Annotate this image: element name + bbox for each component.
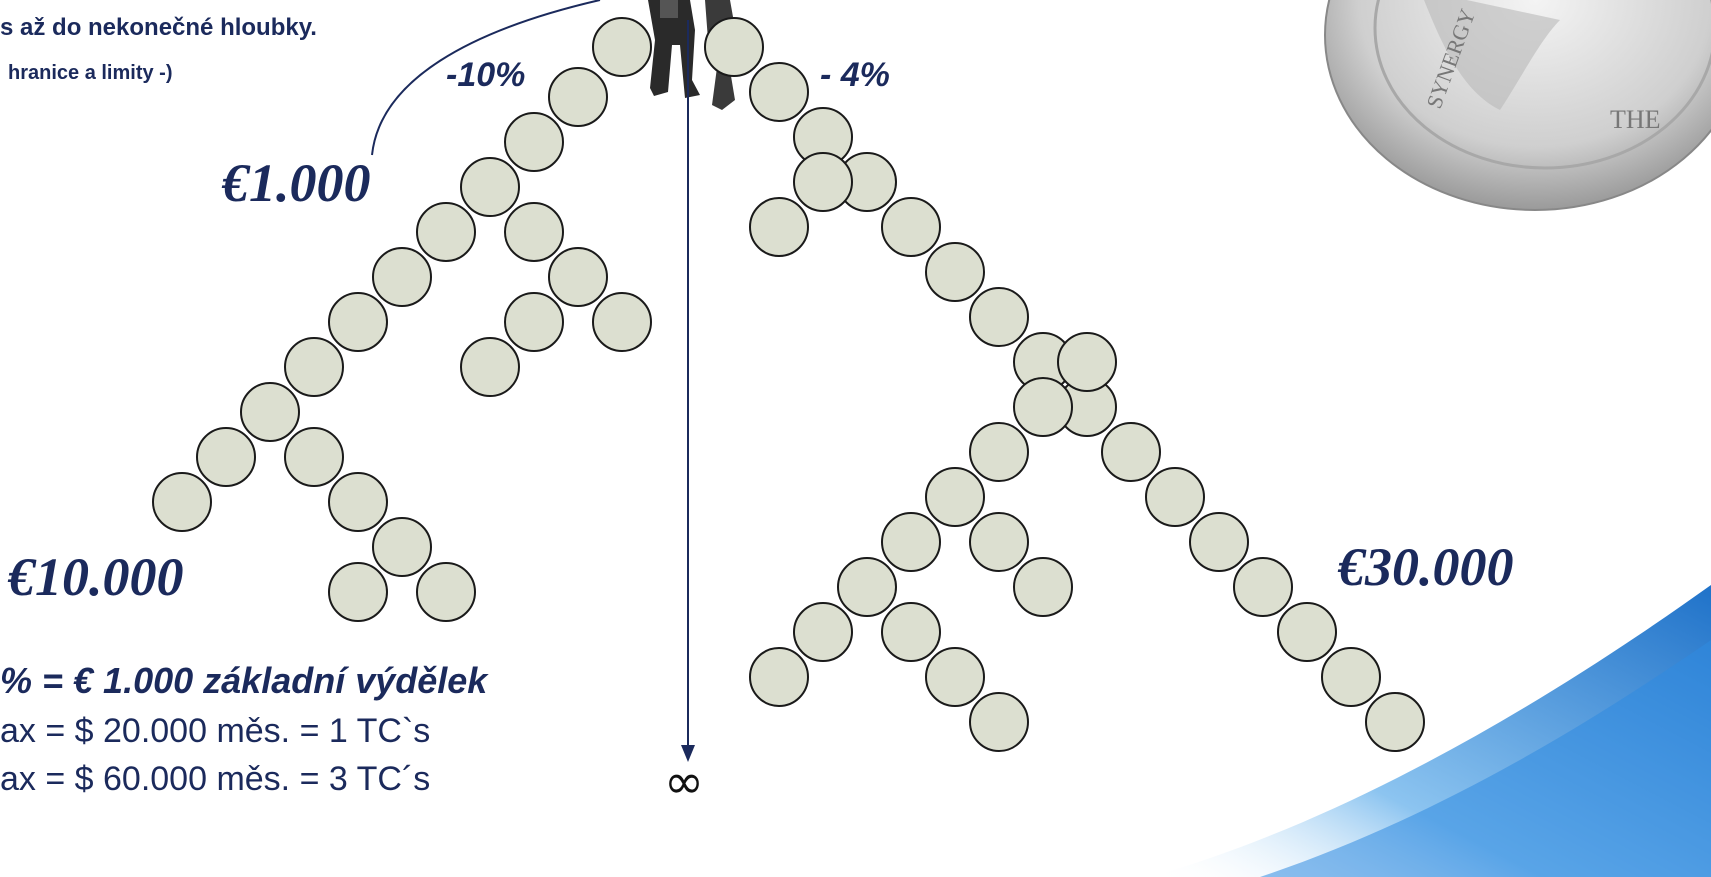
tree-node <box>504 202 564 262</box>
tree-node <box>749 647 809 707</box>
tree-node <box>969 287 1029 347</box>
tree-node <box>152 472 212 532</box>
tree-node <box>925 467 985 527</box>
tree-node <box>504 292 564 352</box>
tree-node <box>1321 647 1381 707</box>
tree-node <box>749 197 809 257</box>
tree-node <box>925 647 985 707</box>
tree-node <box>1277 602 1337 662</box>
tree-node <box>1101 422 1161 482</box>
tree-node <box>548 247 608 307</box>
tree-node <box>592 292 652 352</box>
tree-node <box>504 112 564 172</box>
note-line-1: s až do nekonečné hloubky. <box>0 14 317 41</box>
infinity-symbol: ∞ <box>664 754 704 810</box>
tree-node <box>793 152 853 212</box>
tree-node <box>284 337 344 397</box>
coin-decoration: SYNERGY THE <box>1324 0 1711 211</box>
euro-1000-label: €1.000 <box>222 153 371 213</box>
tree-node <box>328 292 388 352</box>
tree-node <box>1057 332 1117 392</box>
tree-node <box>416 202 476 262</box>
depth-arrow-head <box>681 745 695 762</box>
tree-node <box>1145 467 1205 527</box>
tree-node <box>548 67 608 127</box>
note-line-2: hranice a limity -) <box>8 62 173 84</box>
tree-node <box>704 17 764 77</box>
tree-node <box>460 157 520 217</box>
tree-node <box>749 62 809 122</box>
tree-node <box>240 382 300 442</box>
percent-right: - 4% <box>820 56 890 94</box>
tree-node <box>328 562 388 622</box>
blue-swoosh-decoration <box>1150 585 1711 877</box>
tree-node <box>1013 557 1073 617</box>
tree-node <box>881 512 941 572</box>
tree-node <box>196 427 256 487</box>
tree-node <box>460 337 520 397</box>
tree-node <box>284 427 344 487</box>
tree-node <box>372 247 432 307</box>
tree-node <box>969 692 1029 752</box>
euro-30000-label: €30.000 <box>1338 537 1514 597</box>
tree-node <box>925 242 985 302</box>
tree-node <box>793 602 853 662</box>
footer-line-3: ax = $ 60.000 měs. = 3 TC´s <box>0 760 431 798</box>
tree-node <box>881 602 941 662</box>
tree-node <box>1013 377 1073 437</box>
tree-node <box>592 17 652 77</box>
tree-node <box>881 197 941 257</box>
footer-line-2: ax = $ 20.000 měs. = 1 TC`s <box>0 712 431 750</box>
node-group <box>152 17 1425 752</box>
tree-node <box>1233 557 1293 617</box>
tree-node <box>372 517 432 577</box>
tree-node <box>328 472 388 532</box>
annotation-curve <box>371 0 601 156</box>
tree-node <box>1189 512 1249 572</box>
footer-line-1: % = € 1.000 základní výdělek <box>0 660 488 701</box>
tree-node <box>969 422 1029 482</box>
percent-left: -10% <box>446 56 526 94</box>
tree-node <box>1365 692 1425 752</box>
euro-10000-label: €10.000 <box>8 547 184 607</box>
tree-node <box>416 562 476 622</box>
coin-face-text: THE <box>1610 105 1661 134</box>
tree-node <box>837 557 897 617</box>
tree-node <box>969 512 1029 572</box>
